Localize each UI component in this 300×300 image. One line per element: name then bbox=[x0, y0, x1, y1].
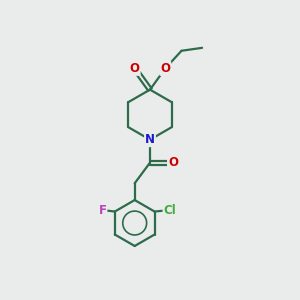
Text: N: N bbox=[145, 133, 155, 146]
Text: O: O bbox=[130, 62, 140, 75]
Text: F: F bbox=[98, 204, 106, 217]
Text: O: O bbox=[168, 156, 178, 169]
Text: O: O bbox=[160, 62, 170, 75]
Text: Cl: Cl bbox=[164, 204, 176, 217]
